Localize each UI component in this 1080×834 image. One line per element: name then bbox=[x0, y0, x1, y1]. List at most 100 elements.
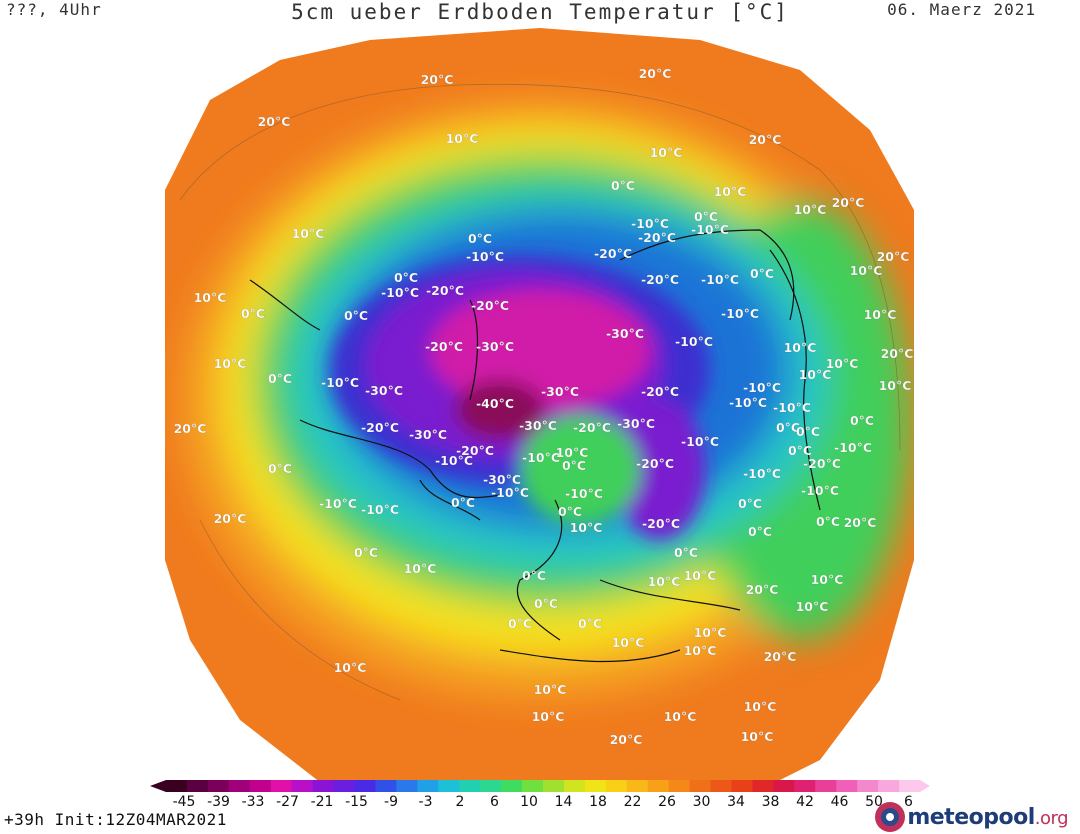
contour-label: -10°C bbox=[381, 285, 419, 300]
contour-label: 0°C bbox=[562, 458, 586, 473]
coastlines bbox=[249, 229, 821, 663]
contour-label: 10°C bbox=[684, 568, 717, 583]
contour-label: 0°C bbox=[354, 545, 378, 560]
contour-label: -10°C bbox=[435, 453, 473, 468]
contour-label: -10°C bbox=[319, 496, 357, 511]
violet-zone-east bbox=[615, 400, 705, 540]
contour-label: 10°C bbox=[879, 378, 912, 393]
scale-cell bbox=[333, 780, 355, 792]
contour-label: -20°C bbox=[636, 456, 674, 471]
contour-label: 0°C bbox=[534, 596, 558, 611]
contour-label: 10°C bbox=[694, 625, 727, 640]
contour-label: -10°C bbox=[743, 380, 781, 395]
contour-label: -10°C bbox=[491, 485, 529, 500]
magenta-zone bbox=[430, 290, 650, 410]
contour-label: -20°C bbox=[638, 230, 676, 245]
contour-label: 0°C bbox=[558, 504, 582, 519]
scale-cell bbox=[794, 780, 816, 792]
scale-tick-label: 50 bbox=[865, 794, 883, 810]
contour-label: -20°C bbox=[425, 339, 463, 354]
contour-label: -10°C bbox=[565, 486, 603, 501]
scale-cell bbox=[899, 780, 921, 792]
scale-cell bbox=[731, 780, 753, 792]
contour-label: 10°C bbox=[826, 356, 859, 371]
scale-tick-label: 2 bbox=[455, 794, 465, 810]
contour-label: 20°C bbox=[877, 249, 910, 264]
contour-label: 10°C bbox=[334, 660, 367, 675]
scale-cell bbox=[689, 780, 712, 792]
contour-label: -30°C bbox=[519, 418, 557, 433]
contour-label: 0°C bbox=[748, 524, 772, 539]
contour-label: 0°C bbox=[578, 616, 602, 631]
scale-tick-label: 22 bbox=[623, 794, 642, 810]
contour-label: 0°C bbox=[750, 266, 774, 281]
contour-label: 20°C bbox=[832, 195, 865, 210]
contour-label: -20°C bbox=[642, 516, 680, 531]
scale-tick-label: -39 bbox=[207, 794, 230, 810]
scale-tick-label: 42 bbox=[796, 794, 814, 810]
color-scale-bar bbox=[150, 780, 930, 792]
contour-label: 20°C bbox=[174, 421, 207, 436]
scale-cell bbox=[270, 780, 293, 792]
scale-cell bbox=[668, 780, 691, 792]
contour-label: 10°C bbox=[799, 367, 832, 382]
scale-tick-label: -45 bbox=[172, 794, 196, 810]
contour-label: 10°C bbox=[811, 572, 844, 587]
contour-label: -20°C bbox=[573, 420, 611, 435]
contour-label: 0°C bbox=[468, 231, 492, 246]
contour-label: -30°C bbox=[606, 326, 644, 341]
contour-label: -10°C bbox=[701, 272, 739, 287]
scale-cell bbox=[375, 780, 397, 792]
contour-label: 10°C bbox=[741, 729, 774, 744]
scale-cell bbox=[710, 780, 732, 792]
meteopool-logo[interactable]: meteopool.org bbox=[873, 800, 1069, 834]
forecast-date: 06. Maerz 2021 bbox=[887, 0, 1036, 19]
contour-label: 0°C bbox=[508, 616, 532, 631]
scale-tick-label: 6 bbox=[490, 794, 499, 810]
contour-label: -20°C bbox=[426, 283, 464, 298]
scale-cell bbox=[605, 780, 628, 792]
contour-label: -30°C bbox=[409, 427, 447, 442]
scale-tick-label: -15 bbox=[345, 794, 368, 810]
contour-label: 10°C bbox=[864, 307, 897, 322]
contour-label: 10°C bbox=[556, 445, 589, 460]
contour-label: 20°C bbox=[214, 511, 247, 526]
contour-label: -10°C bbox=[522, 450, 560, 465]
scale-tick-label: 14 bbox=[554, 794, 573, 810]
contour-label: -10°C bbox=[773, 400, 811, 415]
contour-label: -30°C bbox=[476, 339, 514, 354]
scale-tick-label: -27 bbox=[276, 794, 299, 810]
scale-cell bbox=[815, 780, 837, 792]
scale-cell bbox=[228, 780, 251, 792]
scale-cell bbox=[354, 780, 376, 792]
contour-label: 10°C bbox=[664, 709, 697, 724]
scale-cell bbox=[186, 780, 209, 792]
contour-label: -30°C bbox=[617, 416, 655, 431]
contour-label: -20°C bbox=[641, 272, 679, 287]
contour-label: -30°C bbox=[541, 384, 579, 399]
contour-label: 20°C bbox=[258, 114, 291, 129]
contour-label: -30°C bbox=[483, 472, 521, 487]
scale-cell bbox=[626, 780, 649, 792]
contour-label: 0°C bbox=[611, 178, 635, 193]
scale-cell bbox=[249, 780, 272, 792]
contour-label: -10°C bbox=[729, 395, 767, 410]
contour-label: 0°C bbox=[394, 270, 418, 285]
contour-label: 10°C bbox=[570, 520, 603, 535]
contour-label: -10°C bbox=[834, 440, 872, 455]
contour-label: 20°C bbox=[421, 72, 454, 87]
scale-cell bbox=[417, 780, 439, 792]
scale-tick-label: -9 bbox=[384, 794, 398, 810]
contour-label: -10°C bbox=[466, 249, 504, 264]
contour-label: -10°C bbox=[321, 375, 359, 390]
contour-label: -10°C bbox=[675, 334, 713, 349]
scale-cell bbox=[291, 780, 314, 792]
contour-label: 20°C bbox=[764, 649, 797, 664]
contour-label: 10°C bbox=[194, 290, 227, 305]
dark-magenta-core bbox=[455, 380, 545, 440]
scale-cell bbox=[857, 780, 879, 792]
contour-label: 0°C bbox=[694, 209, 718, 224]
scale-tick-label: 6 bbox=[904, 794, 913, 810]
scale-tick-label: 10 bbox=[520, 794, 538, 810]
